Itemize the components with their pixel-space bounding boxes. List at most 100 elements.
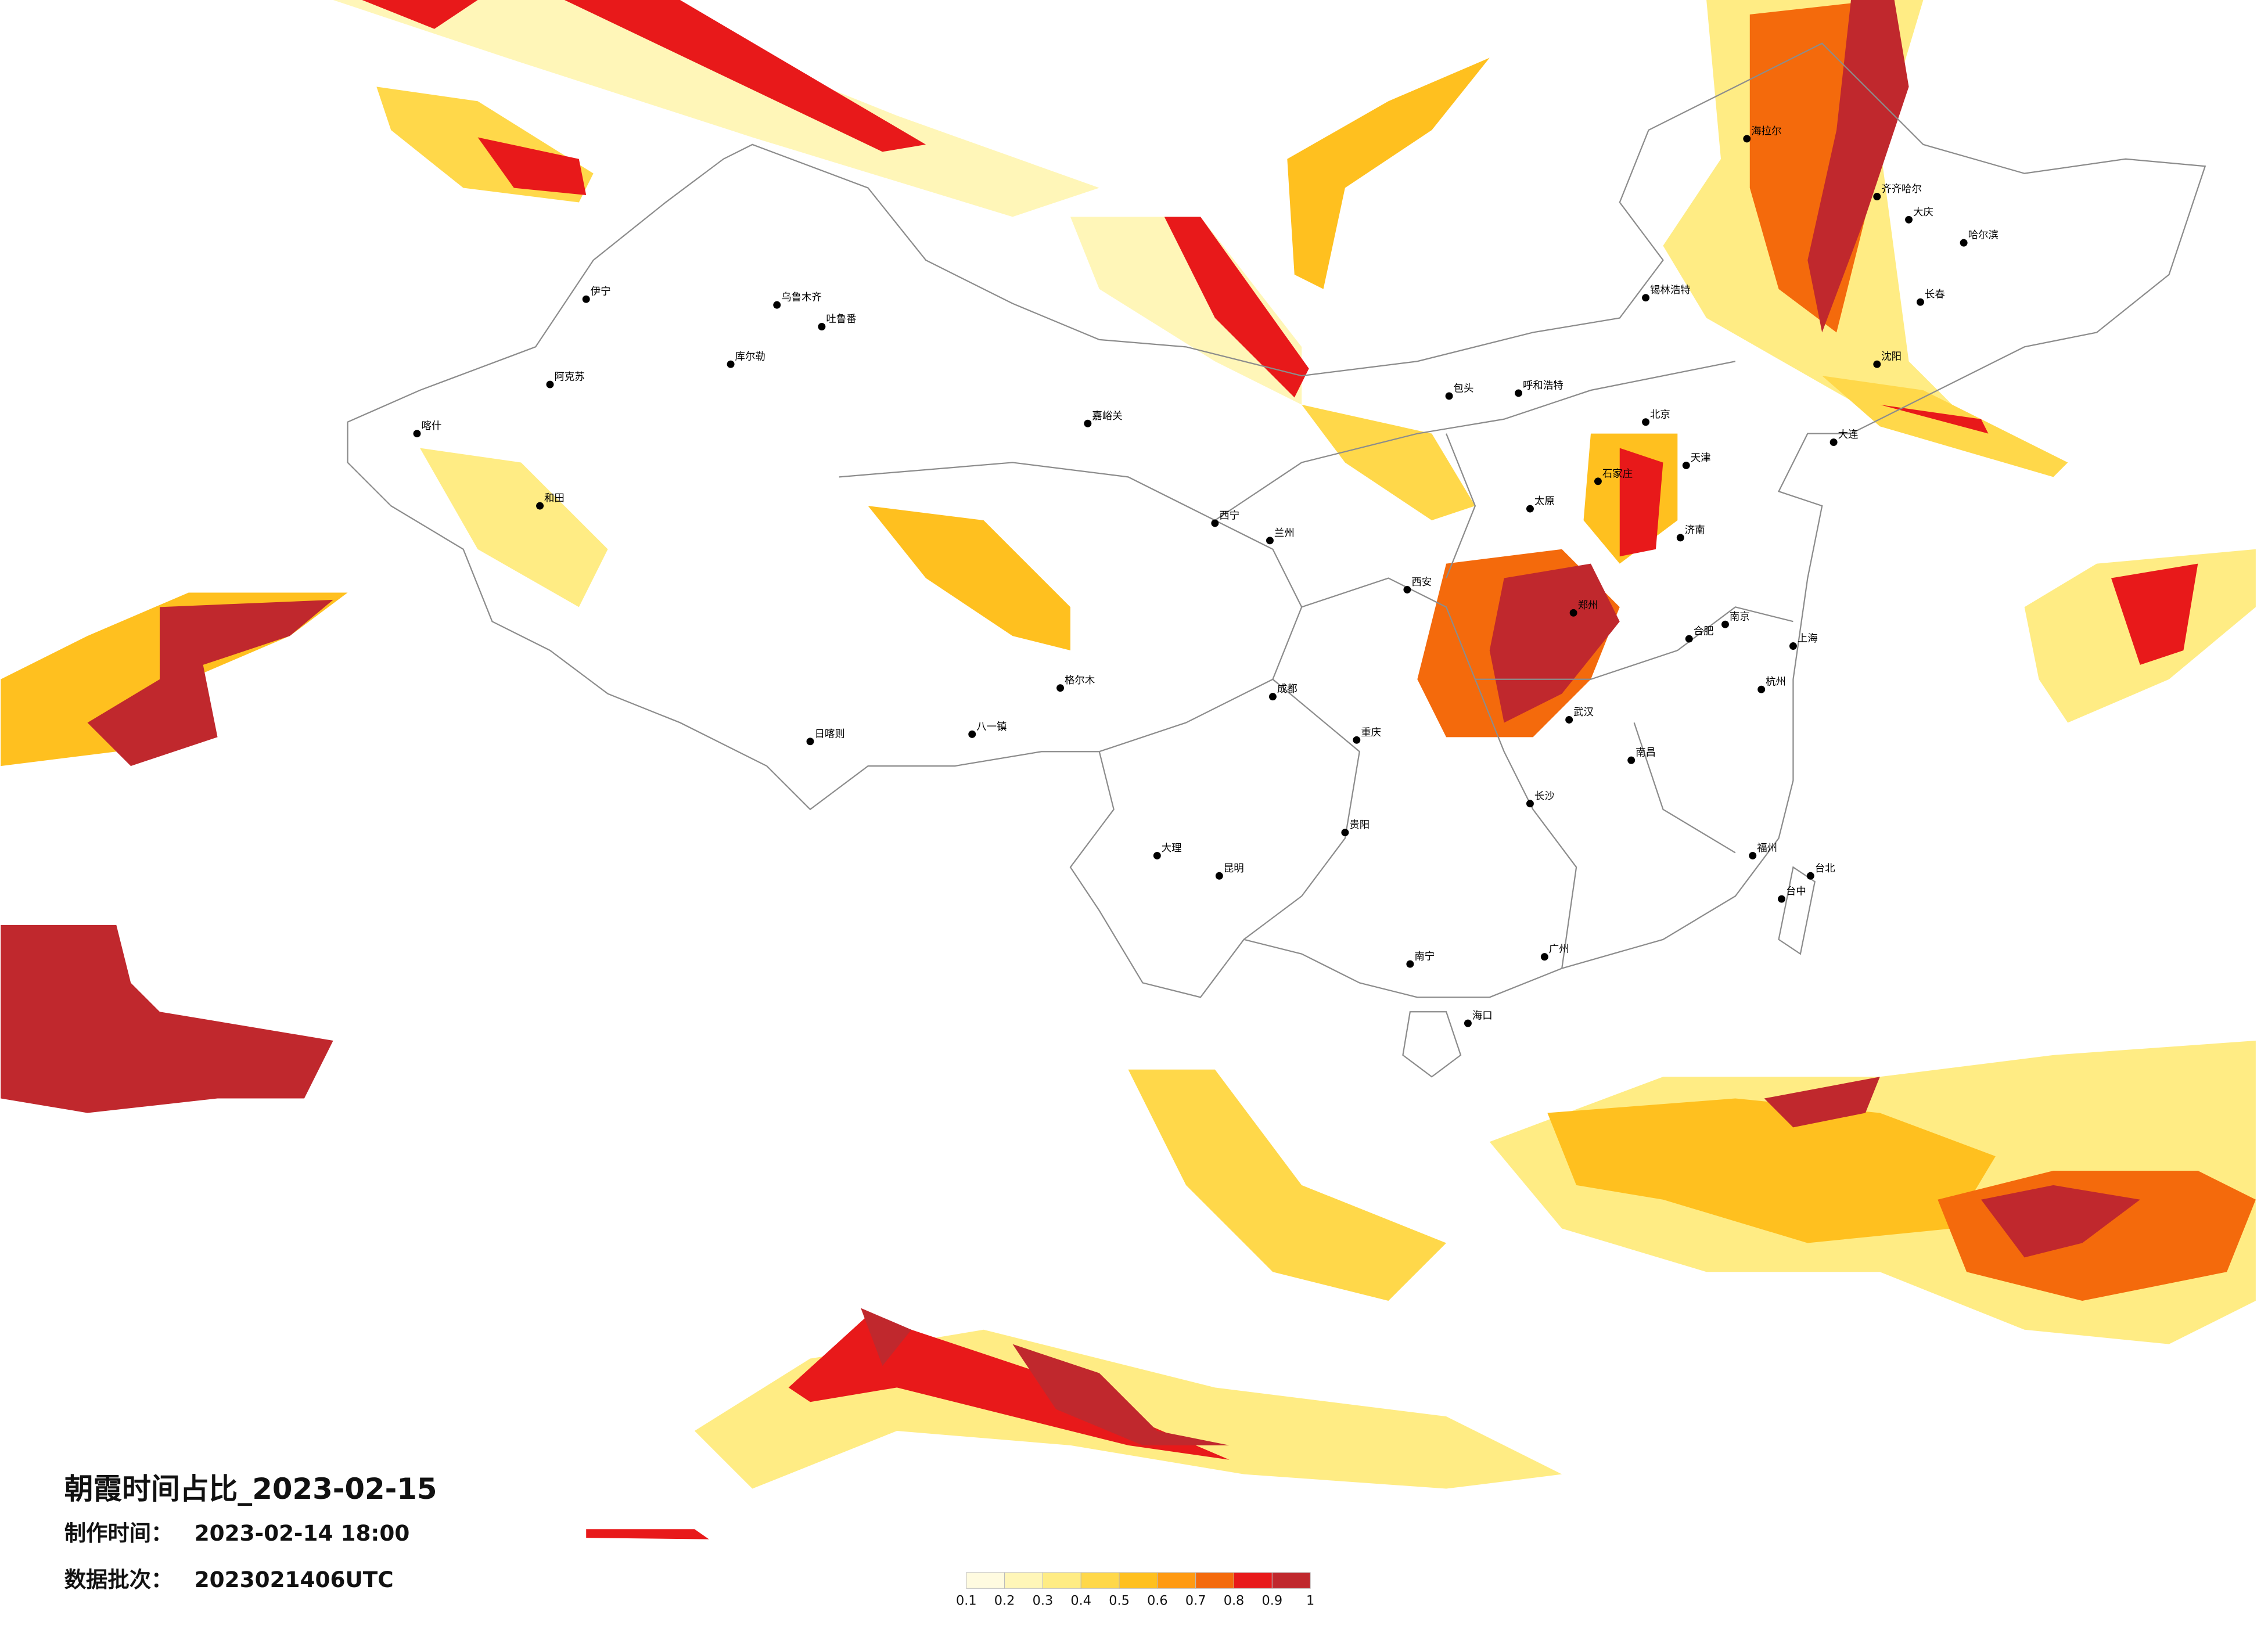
colorbar-swatch <box>1195 1572 1235 1589</box>
colorbar-swatch <box>1119 1572 1158 1589</box>
city-dot <box>1873 193 1881 200</box>
colorbar-tick: 0.2 <box>994 1593 1015 1609</box>
city-dot <box>1642 294 1650 302</box>
city-label: 杭州 <box>1766 677 1786 688</box>
colorbar-swatch <box>1080 1572 1120 1589</box>
city-dot <box>818 323 826 330</box>
city-label: 和田 <box>544 493 565 505</box>
colorbar-tick: 0.7 <box>1185 1593 1206 1609</box>
city-label: 沈阳 <box>1881 351 1902 363</box>
city-dot <box>1266 537 1274 545</box>
map-title: 朝霞时间占比_2023-02-15 <box>64 1472 437 1506</box>
colorbar-tick: 0.1 <box>956 1593 977 1609</box>
city-dot <box>1215 872 1223 880</box>
city-label: 南京 <box>1730 611 1750 623</box>
city-dot <box>1526 800 1534 808</box>
colorbar-swatch <box>1004 1572 1043 1589</box>
city-dot <box>1682 461 1690 469</box>
city-label: 西安 <box>1411 577 1432 588</box>
made-time: 2023-02-14 18:00 <box>195 1520 410 1546</box>
city-label: 广州 <box>1549 944 1569 955</box>
colorbar: 0.1 0.2 0.3 0.4 0.5 0.6 0.7 0.8 0.9 1 <box>956 1572 1314 1609</box>
colorbar-tick: 0.9 <box>1262 1593 1283 1609</box>
city-label: 大庆 <box>1913 207 1933 218</box>
city-label: 伊宁 <box>591 286 611 298</box>
city-label: 长春 <box>1925 289 1945 301</box>
city-label: 阿克苏 <box>554 372 584 383</box>
colorbar-swatch <box>1234 1572 1273 1589</box>
colorbar-swatch <box>1157 1572 1196 1589</box>
batch-label: 数据批次： <box>64 1567 173 1592</box>
colorbar-tick: 1 <box>1306 1593 1314 1609</box>
colorbar-tick: 0.5 <box>1109 1593 1130 1609</box>
city-label: 台北 <box>1815 863 1835 875</box>
city-label: 长沙 <box>1534 790 1555 802</box>
city-label: 哈尔滨 <box>1968 230 1999 242</box>
colorbar-tick: 0.4 <box>1070 1593 1091 1609</box>
city-dot <box>727 360 735 368</box>
city-label: 嘉峪关 <box>1092 411 1122 422</box>
city-dot <box>1830 438 1838 447</box>
city-dot <box>1642 418 1650 426</box>
city-dot <box>1406 960 1414 968</box>
city-label: 济南 <box>1685 524 1705 536</box>
city-dot <box>1743 135 1751 143</box>
city-label: 太原 <box>1534 496 1555 508</box>
city-label: 合肥 <box>1694 626 1714 638</box>
city-label: 八一镇 <box>976 721 1007 733</box>
city-dot <box>413 430 421 438</box>
city-dot <box>1084 419 1092 427</box>
city-dot <box>806 738 814 746</box>
city-dot <box>536 502 544 510</box>
city-dot <box>1211 519 1219 527</box>
city-dot <box>1594 477 1602 485</box>
colorbar-swatch <box>1271 1572 1311 1589</box>
colorbar-tick: 0.8 <box>1224 1593 1245 1609</box>
city-label: 海口 <box>1472 1010 1493 1022</box>
city-dot <box>1341 829 1349 837</box>
heat-field <box>1 0 2256 1539</box>
city-dot <box>1445 392 1453 400</box>
city-dot <box>1565 715 1573 724</box>
city-dot <box>1749 851 1757 859</box>
made-label: 制作时间： <box>64 1520 173 1546</box>
city-label: 锡林浩特 <box>1650 285 1691 296</box>
city-label: 石家庄 <box>1602 468 1633 480</box>
city-label: 格尔木 <box>1065 675 1095 686</box>
city-label: 日喀则 <box>814 728 844 740</box>
city-dot <box>1916 298 1924 306</box>
city-dot <box>1526 505 1534 513</box>
city-label: 郑州 <box>1578 600 1598 611</box>
city-dot <box>968 730 976 738</box>
colorbar-tick: 0.3 <box>1033 1593 1054 1609</box>
city-label: 乌鲁木齐 <box>781 292 822 304</box>
city-label: 兰州 <box>1274 527 1295 539</box>
city-dot <box>773 301 781 309</box>
city-label: 包头 <box>1454 383 1474 394</box>
city-dot <box>1569 609 1577 617</box>
city-dot <box>546 380 554 388</box>
city-label: 福州 <box>1757 843 1777 854</box>
city-dot <box>1721 620 1729 628</box>
city-label: 西宁 <box>1219 510 1239 522</box>
city-dot <box>1676 534 1684 542</box>
city-label: 贵阳 <box>1349 819 1370 831</box>
city-label: 天津 <box>1691 452 1711 464</box>
city-dot <box>582 295 590 303</box>
city-label: 吐鲁番 <box>826 314 856 325</box>
city-dot <box>1757 685 1766 693</box>
city-dot <box>1353 736 1361 744</box>
city-label: 昆明 <box>1224 863 1244 875</box>
city-dot <box>1685 635 1693 643</box>
city-dot <box>1403 585 1411 593</box>
city-dot <box>1464 1019 1472 1027</box>
city-label: 台中 <box>1786 886 1806 898</box>
city-dot <box>1905 215 1913 224</box>
city-label: 齐齐哈尔 <box>1881 184 1922 195</box>
city-label: 上海 <box>1798 633 1818 645</box>
city-dot <box>1789 642 1797 650</box>
city-label: 呼和浩特 <box>1523 380 1563 392</box>
